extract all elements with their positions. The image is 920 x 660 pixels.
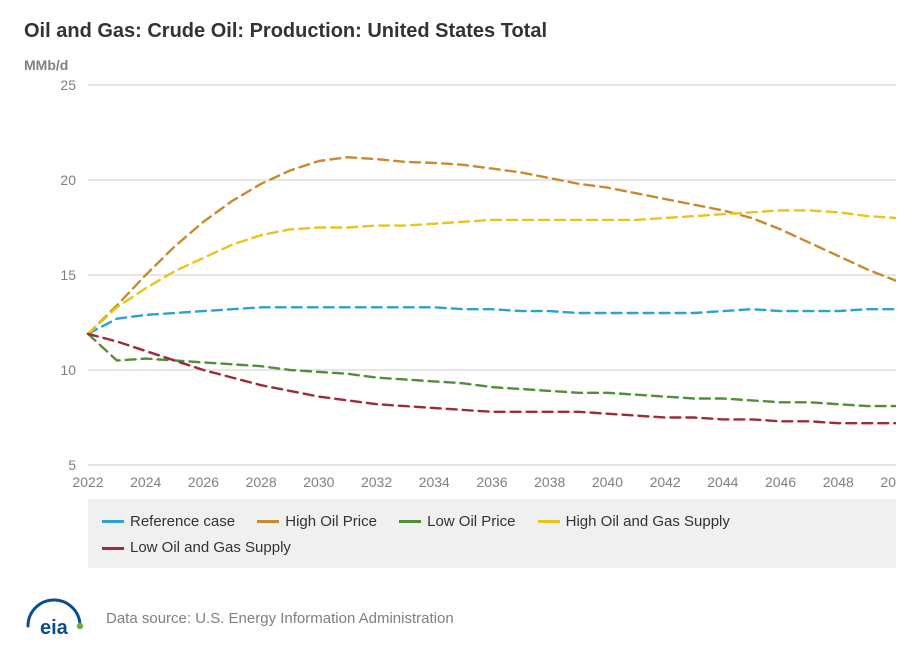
svg-text:20: 20 [60, 172, 76, 188]
svg-text:eia: eia [40, 617, 69, 639]
svg-text:2028: 2028 [246, 474, 277, 490]
legend-label: High Oil and Gas Supply [566, 510, 730, 534]
legend-item[interactable]: Low Oil Price [399, 510, 515, 534]
legend-label: High Oil Price [285, 510, 377, 534]
legend-swatch [257, 520, 279, 523]
footer: eia Data source: U.S. Energy Information… [24, 596, 896, 640]
legend: Reference case High Oil Price Low Oil Pr… [88, 499, 896, 568]
chart-area: 5 10 15 20 25 2022 2024 2026 2028 2030 2032 2034 203… [24, 75, 896, 495]
svg-text:15: 15 [60, 267, 76, 283]
svg-text:2032: 2032 [361, 474, 392, 490]
svg-text:25: 25 [60, 77, 76, 93]
legend-item[interactable]: High Oil and Gas Supply [538, 510, 730, 534]
svg-text:5: 5 [68, 457, 76, 473]
svg-text:2050: 2050 [880, 474, 896, 490]
svg-text:2040: 2040 [592, 474, 623, 490]
legend-label: Reference case [130, 510, 235, 534]
legend-item[interactable]: High Oil Price [257, 510, 377, 534]
y-axis-label: MMb/d [24, 57, 896, 73]
svg-text:10: 10 [60, 362, 76, 378]
chart-title: Oil and Gas: Crude Oil: Production: Unit… [24, 20, 896, 43]
legend-swatch [538, 520, 560, 523]
legend-label: Low Oil and Gas Supply [130, 536, 291, 560]
svg-text:2034: 2034 [419, 474, 450, 490]
legend-swatch [102, 547, 124, 550]
legend-item[interactable]: Low Oil and Gas Supply [102, 536, 291, 560]
svg-text:2026: 2026 [188, 474, 219, 490]
svg-text:2036: 2036 [476, 474, 507, 490]
svg-text:2024: 2024 [130, 474, 161, 490]
svg-text:2046: 2046 [765, 474, 796, 490]
svg-text:2042: 2042 [650, 474, 681, 490]
legend-swatch [399, 520, 421, 523]
svg-text:2022: 2022 [72, 474, 103, 490]
svg-text:2044: 2044 [707, 474, 738, 490]
legend-swatch [102, 520, 124, 523]
legend-label: Low Oil Price [427, 510, 515, 534]
data-source: Data source: U.S. Energy Information Adm… [106, 610, 454, 627]
eia-logo: eia [24, 596, 88, 640]
line-chart: 5 10 15 20 25 2022 2024 2026 2028 2030 2032 2034 203… [24, 75, 896, 495]
svg-text:2030: 2030 [303, 474, 334, 490]
svg-text:2048: 2048 [823, 474, 854, 490]
legend-item[interactable]: Reference case [102, 510, 235, 534]
svg-text:2038: 2038 [534, 474, 565, 490]
